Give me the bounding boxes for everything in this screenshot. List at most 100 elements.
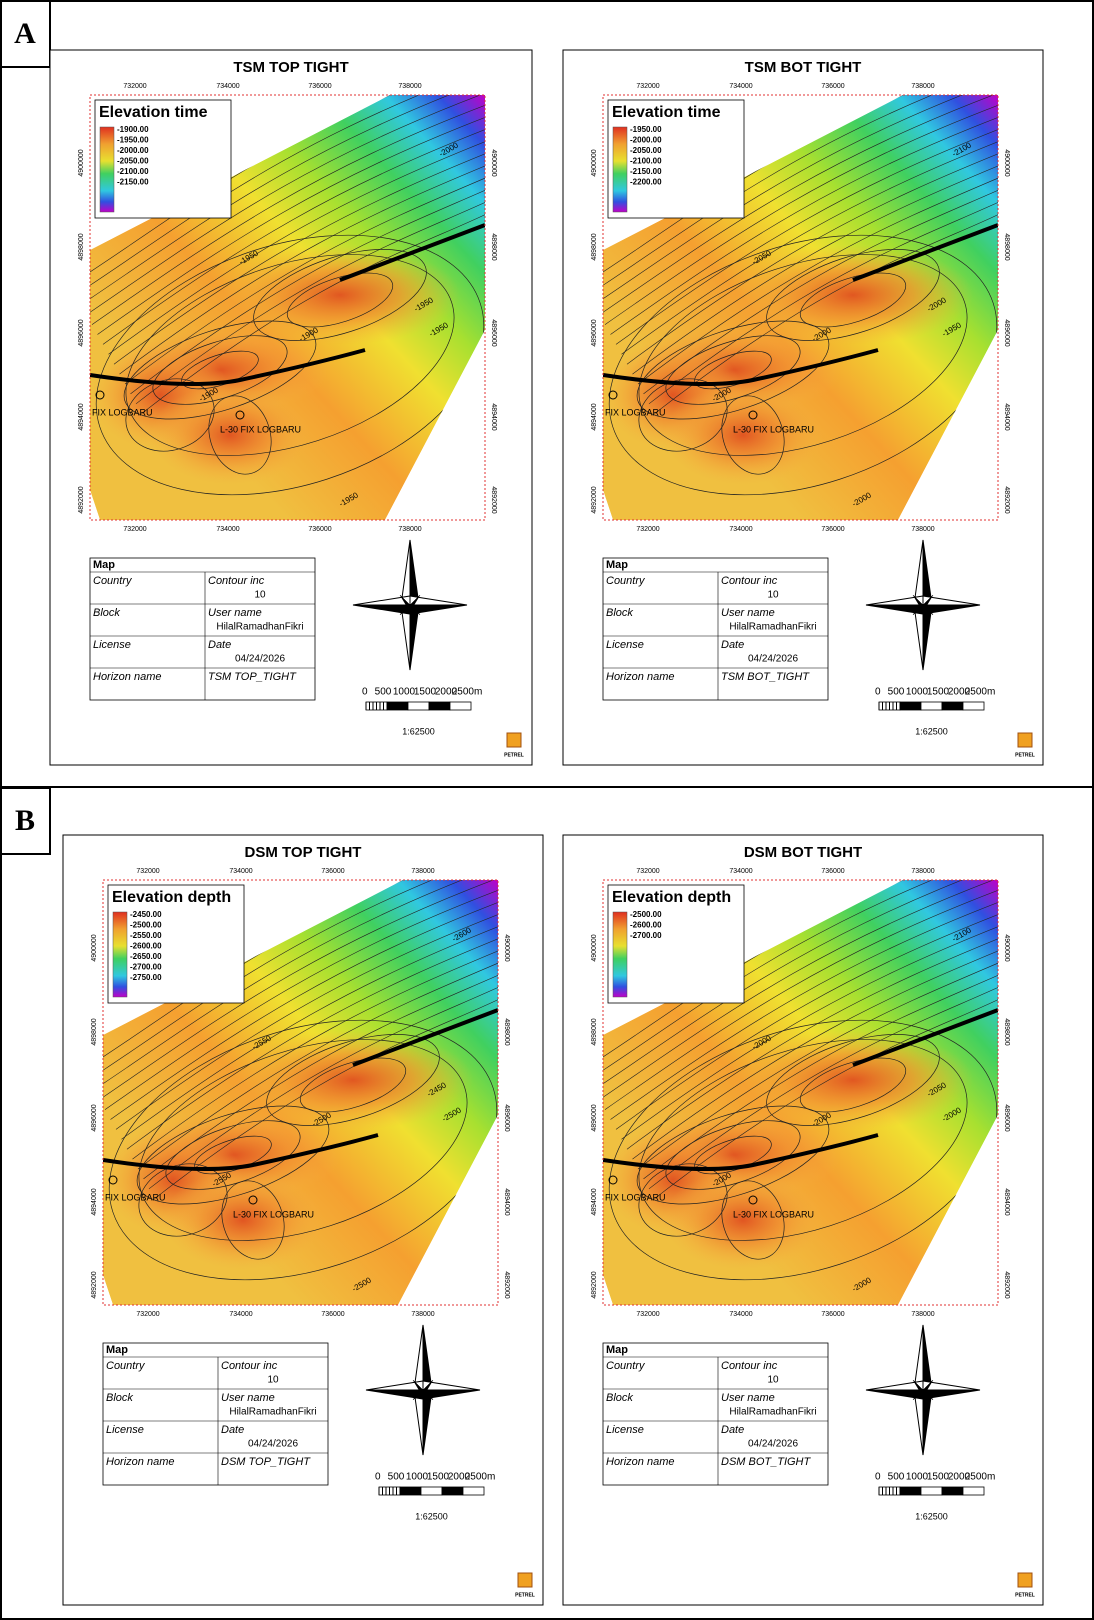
- surface-high: [220, 245, 460, 345]
- contour-line: [299, 1057, 407, 1113]
- section-label-box: [0, 787, 51, 855]
- contour-line: [799, 272, 907, 328]
- x-tick-label: 736000: [308, 83, 331, 90]
- y-tick-label: 4896000: [91, 1104, 98, 1131]
- legend-label: -2550.00: [130, 931, 162, 940]
- contour-line: [103, 880, 498, 1100]
- logo-icon: [1017, 732, 1033, 748]
- contour-line: [136, 1105, 330, 1205]
- y-tick-label: 4896000: [503, 1104, 510, 1131]
- contour-line: [97, 115, 485, 335]
- scale-tick-label: 2500m: [465, 1472, 496, 1483]
- scale-tick-label: 2000: [435, 687, 458, 698]
- contour-line: [104, 888, 498, 1110]
- row-label: Country: [106, 1360, 146, 1372]
- contour-line: [626, 936, 998, 1150]
- section-label: A: [14, 17, 36, 50]
- y-tick-label: 4894000: [591, 403, 598, 430]
- logo-text: PETREL: [1015, 752, 1035, 758]
- scale-segment: [920, 701, 943, 711]
- fault-line: [603, 348, 879, 386]
- section-label: B: [15, 804, 35, 837]
- scale-tick-label: 500: [888, 1472, 905, 1483]
- contour-line: [103, 880, 498, 1071]
- contour-line: [799, 1057, 907, 1113]
- scale-tick-label: 1500: [927, 687, 950, 698]
- contour-line: [636, 1105, 830, 1205]
- scale-segment: [941, 1486, 964, 1496]
- x-tick-label: 738000: [911, 868, 934, 875]
- contour-line: [648, 984, 998, 1190]
- contour-line: [603, 880, 998, 1071]
- row-value: HilalRamadhanFikri: [229, 1407, 316, 1418]
- logo-icon: [506, 732, 522, 748]
- contour-line: [121, 924, 498, 1140]
- contour-line: [615, 127, 998, 345]
- legend-label: -2750.00: [130, 973, 162, 982]
- contour-line: [126, 936, 498, 1150]
- row-field: Contour inc: [208, 575, 265, 587]
- x-tick-label: 732000: [636, 83, 659, 90]
- y-tick-label: 4900000: [503, 934, 510, 961]
- y-tick-label: 4896000: [1003, 319, 1010, 346]
- surface-high: [663, 385, 823, 485]
- contour-line: [253, 249, 427, 341]
- legend-colorbar: [112, 911, 128, 998]
- legend-label: -1900.00: [117, 125, 149, 134]
- legend-label: -1950.00: [117, 136, 149, 145]
- contour-line: [643, 187, 998, 395]
- row-field: User name: [721, 607, 775, 619]
- y-tick-label: 4894000: [78, 403, 85, 430]
- well-label: L-30 FIX LOGBARU: [733, 1209, 814, 1219]
- compass-half: [865, 1380, 924, 1391]
- x-tick-label: 738000: [411, 868, 434, 875]
- contour-line: [113, 151, 485, 365]
- row-label: Country: [606, 575, 646, 587]
- well-marker: [748, 410, 758, 420]
- y-tick-label: 4898000: [78, 233, 85, 260]
- row-field: Contour inc: [721, 575, 778, 587]
- section-label-box: [0, 0, 51, 68]
- legend-label: -2500.00: [630, 910, 662, 919]
- contour-line: [637, 175, 998, 385]
- y-tick-label: 4892000: [503, 1271, 510, 1298]
- table-border: [89, 557, 316, 701]
- x-tick-label: 738000: [911, 526, 934, 533]
- x-tick-label: 736000: [308, 526, 331, 533]
- well-label: L-30 FIX LOGBARU: [220, 424, 301, 434]
- scale-ratio: 1:62500: [415, 1511, 448, 1521]
- contour-line: [621, 139, 998, 355]
- well-label: FIX LOGBARU: [105, 1192, 166, 1202]
- row-value: TSM BOT_TIGHT: [721, 671, 810, 683]
- table-border: [102, 1342, 329, 1486]
- scale-segment: [941, 701, 964, 711]
- scale-tick-label: 0: [875, 1472, 881, 1483]
- contour-line: [125, 254, 455, 456]
- legend-label: -2200.00: [630, 178, 662, 187]
- scale-tick-label: 0: [875, 687, 881, 698]
- contour-line: [108, 1019, 498, 1281]
- scale-tick-label: 1500: [427, 1472, 450, 1483]
- contour-line: [604, 888, 998, 1110]
- well-marker: [248, 1195, 258, 1205]
- scale-tick-label: 0: [362, 687, 368, 698]
- compass-minor: [422, 1379, 434, 1391]
- well-label: FIX LOGBARU: [92, 407, 153, 417]
- row-value: 10: [767, 1375, 779, 1386]
- well-label: FIX LOGBARU: [605, 1192, 666, 1202]
- contour-line: [91, 103, 485, 325]
- y-tick-label: 4898000: [1003, 1018, 1010, 1045]
- well-marker: [748, 1195, 758, 1205]
- contour-line: [102, 127, 485, 345]
- x-tick-label: 734000: [216, 526, 239, 533]
- contour-line: [137, 960, 498, 1170]
- contour-line: [632, 948, 998, 1160]
- panel-title: TSM TOP TIGHT: [233, 59, 348, 76]
- map-surface: [603, 95, 998, 520]
- contour-line: [90, 95, 485, 296]
- x-tick-label: 732000: [636, 868, 659, 875]
- contour-line: [115, 912, 498, 1130]
